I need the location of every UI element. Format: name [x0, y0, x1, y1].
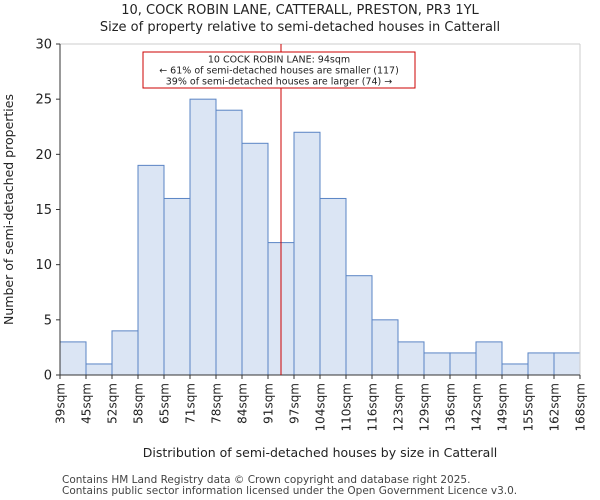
- bar: [423, 352, 451, 376]
- y-tick-label: 25: [35, 93, 52, 108]
- x-tick-label: 84sqm: [236, 383, 250, 424]
- x-tick-label: 104sqm: [314, 383, 328, 431]
- bar: [293, 131, 321, 376]
- x-tick-label: 162sqm: [548, 383, 562, 431]
- y-tick-label: 5: [44, 313, 52, 328]
- x-tick-label: 155sqm: [522, 383, 536, 431]
- annotation-line: 39% of semi-detached houses are larger (…: [166, 77, 393, 88]
- annotation-box: [142, 51, 416, 89]
- x-tick-label: 78sqm: [210, 383, 224, 424]
- x-tick-label: 71sqm: [184, 383, 198, 424]
- x-tick-label: 110sqm: [340, 383, 354, 431]
- x-tick-label: 136sqm: [444, 383, 458, 431]
- bar: [501, 363, 529, 376]
- x-tick-label: 97sqm: [288, 383, 302, 424]
- bar: [137, 164, 165, 376]
- x-tick-label: 129sqm: [418, 383, 432, 431]
- bar: [111, 330, 139, 376]
- x-tick-label: 45sqm: [80, 383, 94, 424]
- annotation-line: 10 COCK ROBIN LANE: 94sqm: [208, 55, 350, 66]
- bar: [163, 197, 191, 376]
- y-tick-label: 15: [35, 203, 52, 218]
- y-tick-label: 20: [35, 148, 52, 163]
- bar: [371, 319, 399, 376]
- annotation-line: ← 61% of semi-detached houses are smalle…: [159, 66, 399, 77]
- y-axis-label: Number of semi-detached properties: [1, 94, 16, 325]
- footer-copyright: Contains HM Land Registry data © Crown c…: [62, 474, 471, 486]
- bar: [241, 142, 269, 376]
- bar: [527, 352, 555, 376]
- x-axis-label: Distribution of semi-detached houses by …: [143, 445, 498, 460]
- x-tick-label: 149sqm: [496, 383, 510, 431]
- x-tick-label: 58sqm: [132, 383, 146, 424]
- bar: [189, 98, 217, 376]
- chart-title-line1: 10, COCK ROBIN LANE, CATTERALL, PRESTON,…: [121, 3, 479, 18]
- x-tick-label: 52sqm: [106, 383, 120, 424]
- x-tick-label: 39sqm: [54, 383, 68, 424]
- bar: [397, 341, 425, 376]
- y-tick-label: 0: [44, 369, 52, 384]
- x-tick-label: 65sqm: [158, 383, 172, 424]
- bar: [449, 352, 477, 376]
- y-tick-label: 30: [35, 38, 52, 53]
- x-tick-label: 116sqm: [366, 383, 380, 431]
- bar: [85, 363, 113, 376]
- footer-licence: Contains public sector information licen…: [62, 485, 518, 497]
- chart-title-line2: Size of property relative to semi-detach…: [99, 20, 501, 35]
- x-tick-label: 123sqm: [392, 383, 406, 431]
- bar: [553, 352, 581, 376]
- bar: [215, 109, 243, 376]
- bar: [345, 275, 373, 376]
- y-tick-label: 10: [35, 258, 52, 273]
- bar: [59, 341, 87, 376]
- x-tick-label: 91sqm: [262, 383, 276, 424]
- x-tick-label: 142sqm: [470, 383, 484, 431]
- bar: [319, 197, 347, 376]
- x-tick-label: 168sqm: [574, 383, 588, 431]
- bar: [475, 341, 503, 376]
